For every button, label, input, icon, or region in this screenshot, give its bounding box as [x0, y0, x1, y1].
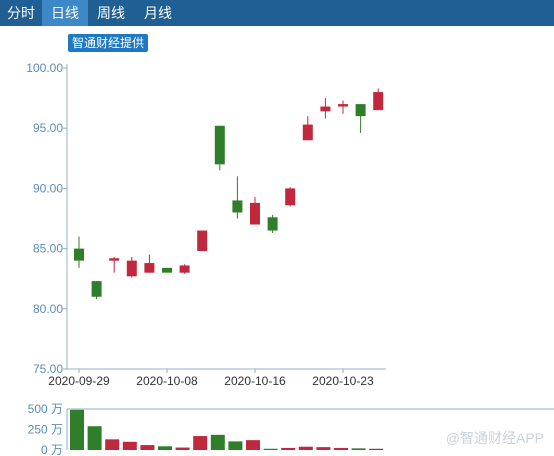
candlestick-series — [74, 88, 384, 300]
volume-tick-label: 500 万 — [28, 402, 63, 416]
volume-axis: 500 万 250 万 0 万 — [28, 402, 554, 456]
volume-bar — [351, 448, 366, 450]
price-tick-label: 75.00 — [33, 362, 63, 376]
volume-bar — [87, 426, 102, 450]
volume-tick-label: 0 万 — [41, 443, 63, 456]
candle-body — [355, 104, 366, 117]
volume-bar — [263, 448, 278, 450]
volume-bar — [298, 446, 313, 450]
candle-body — [144, 263, 155, 273]
volume-bar — [369, 448, 384, 450]
tab-weekly[interactable]: 周线 — [97, 5, 125, 21]
period-tab-bar: 分时 日线 周线 月线 — [0, 0, 554, 26]
volume-bar — [122, 441, 137, 450]
price-tick-label: 80.00 — [33, 302, 63, 316]
price-tick-label: 100.00 — [26, 61, 63, 75]
candle-body — [179, 265, 190, 273]
volume-bar — [210, 434, 225, 450]
candle-body — [250, 202, 260, 225]
volume-bar — [281, 447, 296, 450]
volume-tick-label: 250 万 — [28, 423, 63, 437]
volume-bar — [334, 447, 348, 450]
date-tick-label: 2020-10-23 — [312, 374, 374, 388]
tab-monthly[interactable]: 月线 — [144, 5, 172, 21]
volume-bar — [316, 447, 331, 450]
price-tick-label: 95.00 — [33, 121, 63, 135]
price-axis: 100.00 95.00 90.00 85.00 80.00 75.00 — [26, 61, 386, 376]
candle-body — [320, 106, 331, 112]
candle-body — [214, 125, 225, 165]
volume-bar — [228, 441, 243, 450]
candle-body — [162, 267, 172, 273]
volume-bar — [246, 440, 260, 450]
provider-badge: 智通财经提供 — [68, 34, 149, 52]
volume-bar — [193, 436, 208, 450]
watermark-text: @智通财经APP — [445, 430, 544, 446]
date-tick-label: 2020-10-16 — [224, 374, 286, 388]
tab-intraday[interactable]: 分时 — [7, 5, 35, 21]
candle-body — [338, 104, 348, 107]
volume-series — [70, 409, 384, 450]
candle-body — [373, 92, 384, 111]
date-tick-label: 2020-09-29 — [48, 374, 110, 388]
date-axis: 2020-09-29 2020-10-08 2020-10-16 2020-10-23 — [48, 369, 374, 388]
candle-body — [232, 200, 243, 213]
date-tick-label: 2020-10-08 — [136, 374, 198, 388]
price-tick-label: 90.00 — [33, 181, 63, 195]
tab-daily[interactable]: 日线 — [42, 0, 88, 26]
volume-bar — [105, 439, 120, 450]
volume-bar — [158, 446, 172, 450]
volume-bar — [140, 445, 155, 450]
candle-body — [285, 188, 296, 206]
candle-body — [267, 217, 278, 231]
candle-body — [74, 248, 84, 261]
volume-bar — [70, 409, 84, 450]
price-tick-label: 85.00 — [33, 242, 63, 256]
candle-body — [197, 230, 208, 252]
candle-body — [302, 124, 313, 141]
candle-body — [109, 258, 120, 261]
candle-body — [91, 281, 102, 297]
volume-bar — [175, 447, 190, 450]
candle-body — [126, 260, 137, 277]
